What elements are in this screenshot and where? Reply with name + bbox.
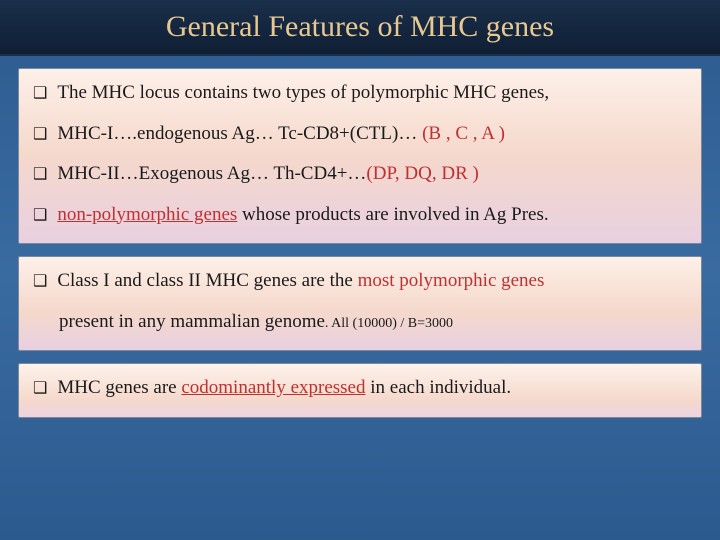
bullet-icon: ❑	[33, 163, 47, 187]
red-underline-text: codominantly expressed	[181, 377, 365, 398]
list-item: ❑ MHC-II…Exogenous Ag… Th-CD4+…(DP, DQ, …	[33, 160, 687, 189]
bullet-text: MHC-I….endogenous Ag… Tc-CD8+(CTL)… (B ,…	[57, 120, 687, 149]
bullet-icon: ❑	[33, 123, 47, 147]
bullet-text: MHC genes are codominantly expressed in …	[57, 374, 687, 403]
red-text: (DP, DQ, DR )	[366, 163, 478, 184]
bullet-icon: ❑	[33, 270, 47, 294]
list-item-continuation: present in any mammalian genome. All (10…	[59, 308, 687, 337]
list-item: ❑ MHC-I….endogenous Ag… Tc-CD8+(CTL)… (B…	[33, 120, 687, 149]
bullet-text: MHC-II…Exogenous Ag… Th-CD4+…(DP, DQ, DR…	[57, 160, 687, 189]
bullet-text: non-polymorphic genes whose products are…	[57, 201, 687, 230]
red-underline-text: non-polymorphic genes	[57, 204, 237, 225]
bullet-text: The MHC locus contains two types of poly…	[57, 79, 687, 108]
bullet-text: present in any mammalian genome. All (10…	[59, 308, 687, 337]
list-item: ❑ MHC genes are codominantly expressed i…	[33, 374, 687, 403]
slide-title: General Features of MHC genes	[166, 10, 554, 44]
bullet-icon: ❑	[33, 204, 47, 228]
small-text: . All (10000) / B=3000	[325, 316, 453, 331]
bullet-text: Class I and class II MHC genes are the m…	[57, 267, 687, 296]
list-item: ❑ The MHC locus contains two types of po…	[33, 79, 687, 108]
content-box-3: ❑ MHC genes are codominantly expressed i…	[18, 363, 702, 418]
title-bar: General Features of MHC genes	[0, 0, 720, 56]
bullet-icon: ❑	[33, 82, 47, 106]
content-box-2: ❑ Class I and class II MHC genes are the…	[18, 256, 702, 351]
content-box-1: ❑ The MHC locus contains two types of po…	[18, 68, 702, 244]
red-text: (B , C , A )	[422, 123, 505, 144]
list-item: ❑ non-polymorphic genes whose products a…	[33, 201, 687, 230]
bullet-icon: ❑	[33, 377, 47, 401]
red-text: most polymorphic genes	[358, 270, 545, 291]
list-item: ❑ Class I and class II MHC genes are the…	[33, 267, 687, 296]
